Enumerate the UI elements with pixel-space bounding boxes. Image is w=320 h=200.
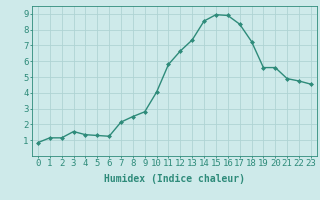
X-axis label: Humidex (Indice chaleur): Humidex (Indice chaleur) [104, 174, 245, 184]
